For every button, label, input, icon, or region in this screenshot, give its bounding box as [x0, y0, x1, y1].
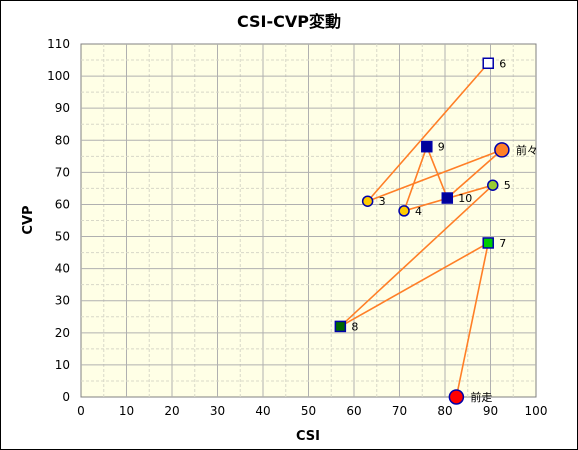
point-label: 9	[438, 141, 445, 154]
marker-point-10	[441, 192, 454, 204]
y-tick-label: 30	[55, 294, 70, 308]
y-tick-label: 20	[55, 326, 70, 340]
x-tick-label: 90	[483, 404, 498, 418]
point-label: 3	[379, 195, 386, 208]
x-tick-label: 0	[77, 404, 85, 418]
x-tick-label: 80	[437, 404, 452, 418]
x-tick-label: 50	[301, 404, 316, 418]
point-label: 10	[458, 192, 472, 205]
y-axis-title: CVP	[21, 205, 36, 234]
marker-point-6	[482, 57, 494, 70]
point-label: 4	[415, 205, 422, 218]
marker-point-7	[482, 237, 494, 249]
x-tick-label: 20	[164, 404, 179, 418]
y-tick-label: 80	[55, 133, 70, 147]
point-label: 6	[499, 57, 506, 70]
x-axis-title: CSI	[296, 429, 320, 444]
x-tick-label: 60	[346, 404, 361, 418]
series-markers	[334, 57, 510, 405]
marker-point-3	[361, 195, 374, 207]
x-axis-ticks: 0 10 20 30 40 50 60 70 80 90 100	[77, 404, 547, 418]
marker-point-8	[334, 320, 347, 333]
x-tick-label: 10	[119, 404, 134, 418]
x-tick-label: 30	[210, 404, 225, 418]
y-tick-label: 40	[55, 262, 70, 276]
y-tick-label: 100	[47, 69, 70, 83]
point-label: 8	[351, 320, 358, 333]
y-tick-label: 110	[47, 37, 70, 51]
point-label: 前走	[470, 390, 492, 404]
series-line	[339, 62, 503, 398]
grid-lines	[81, 44, 536, 397]
x-tick-label: 40	[255, 404, 270, 418]
marker-point-4	[398, 205, 410, 217]
y-tick-label: 50	[55, 230, 70, 244]
y-tick-label: 90	[55, 101, 70, 115]
chart-title: CSI-CVP変動	[237, 12, 341, 31]
series-path	[339, 62, 503, 398]
point-labels: 前走 7 8 5 4 9 10 3 前々 6	[351, 57, 538, 404]
y-axis-ticks: 0 10 20 30 40 50 60 70 80 90 100 110	[47, 37, 70, 404]
x-tick-label: 100	[525, 404, 548, 418]
marker-point-前走	[448, 389, 465, 405]
marker-point-5	[487, 179, 499, 191]
point-label: 5	[504, 179, 511, 192]
y-tick-label: 60	[55, 197, 70, 211]
x-tick-label: 70	[392, 404, 407, 418]
y-tick-label: 0	[62, 390, 70, 404]
marker-point-9	[421, 140, 433, 153]
point-label: 前々	[516, 143, 538, 157]
marker-point-前々	[494, 142, 510, 158]
y-tick-label: 10	[55, 358, 70, 372]
point-label: 7	[499, 237, 506, 250]
y-tick-label: 70	[55, 165, 70, 179]
